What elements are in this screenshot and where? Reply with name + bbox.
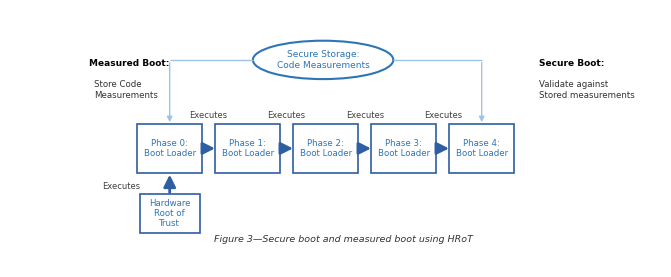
FancyBboxPatch shape [371,124,436,173]
Text: Executes: Executes [423,111,462,120]
Text: Store Code
Measurements: Store Code Measurements [94,80,158,99]
Text: Executes: Executes [190,111,227,120]
FancyBboxPatch shape [140,194,199,233]
Text: Executes: Executes [268,111,306,120]
Text: Phase 1:
Boot Loader: Phase 1: Boot Loader [221,139,274,158]
Text: Executes: Executes [346,111,384,120]
Text: Executes: Executes [101,182,140,191]
Text: Secure Storage:
Code Measurements: Secure Storage: Code Measurements [276,50,370,70]
Text: Phase 3:
Boot Loader: Phase 3: Boot Loader [378,139,429,158]
Ellipse shape [253,41,393,79]
Text: Hardware
Root of
Trust: Hardware Root of Trust [149,199,191,228]
FancyBboxPatch shape [449,124,514,173]
Text: Phase 0:
Boot Loader: Phase 0: Boot Loader [144,139,196,158]
Text: Secure Boot:: Secure Boot: [539,59,605,68]
FancyBboxPatch shape [293,124,358,173]
FancyBboxPatch shape [137,124,202,173]
Text: Measured Boot:: Measured Boot: [89,59,170,68]
Text: Phase 4:
Boot Loader: Phase 4: Boot Loader [456,139,508,158]
Text: Figure 3—Secure boot and measured boot using HRoT: Figure 3—Secure boot and measured boot u… [215,235,473,244]
Text: Phase 2:
Boot Loader: Phase 2: Boot Loader [300,139,352,158]
Text: Validate against
Stored measurements: Validate against Stored measurements [539,80,635,99]
FancyBboxPatch shape [215,124,280,173]
